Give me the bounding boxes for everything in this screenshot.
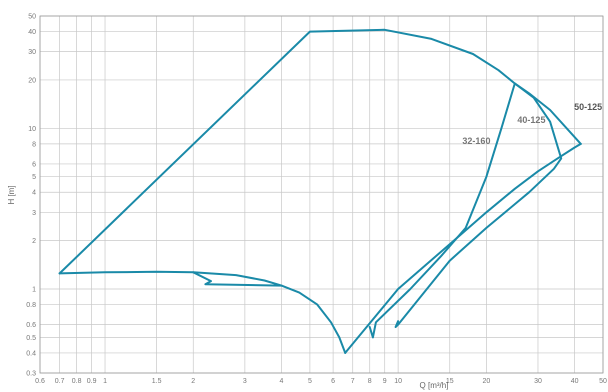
y-tick-label: 20	[28, 77, 36, 84]
x-tick-label: 1.5	[152, 378, 162, 385]
x-tick-label: 4	[280, 378, 284, 385]
y-tick-label: 40	[28, 29, 36, 36]
y-tick-label: 2	[32, 238, 36, 245]
curve-segment-3	[192, 271, 283, 287]
region-labels: 50-125 40-125 32-160	[462, 102, 602, 146]
y-tick-label: 10	[28, 126, 36, 133]
y-tick-label: 1	[32, 286, 36, 293]
y-tick-label: 3	[32, 210, 36, 217]
y-tick-label: 0.6	[26, 322, 36, 329]
region-label: 32-160	[462, 136, 490, 146]
y-tick-labels: 0.3 0.4 0.5 0.6 0.8 1 2 3 4 5 6 8 10 20 30 40 50	[26, 14, 36, 378]
region-label: 40-125	[517, 115, 545, 125]
x-tick-label: 3	[243, 378, 247, 385]
x-axis-title: Q [m³/h]	[420, 381, 449, 390]
x-tick-label: 8	[368, 378, 372, 385]
region-label: 50-125	[574, 102, 602, 112]
curve-segment-4	[344, 142, 582, 354]
x-tick-label: 6	[331, 378, 335, 385]
x-tick-label: 10	[394, 378, 402, 385]
x-tick-label: 0.7	[55, 378, 65, 385]
x-tick-label: 1	[103, 378, 107, 385]
y-tick-label: 30	[28, 49, 36, 56]
y-tick-label: 4	[32, 190, 36, 197]
x-tick-label: 0.9	[87, 378, 97, 385]
plot-frame	[39, 15, 604, 374]
x-tick-label: 30	[534, 378, 542, 385]
y-tick-label: 0.8	[26, 302, 36, 309]
series-lines	[58, 28, 582, 354]
y-tick-label: 5	[32, 174, 36, 181]
y-tick-label: 0.3	[26, 371, 36, 378]
curve-segment-1	[58, 270, 347, 354]
curve-segment-6	[368, 82, 516, 339]
x-tick-label: 7	[351, 378, 355, 385]
y-tick-label: 0.4	[26, 350, 36, 357]
x-tick-label: 50	[599, 378, 607, 385]
x-tick-label: 0.6	[35, 378, 45, 385]
x-tick-label: 5	[308, 378, 312, 385]
curve-segment-5	[394, 82, 563, 328]
curve-segment-2	[58, 28, 582, 275]
x-tick-label: 40	[571, 378, 579, 385]
x-tick-labels: 0.6 0.7 0.8 0.9 1 1.5 2 3 4 5 6 7 8 9 10 15 20 30 40 50	[35, 378, 607, 385]
y-tick-label: 8	[32, 141, 36, 148]
y-tick-label: 0.5	[26, 335, 36, 342]
x-tick-label: 15	[446, 378, 454, 385]
y-tick-label: 6	[32, 161, 36, 168]
x-tick-label: 20	[482, 378, 490, 385]
x-tick-label: 9	[383, 378, 387, 385]
y-tick-label: 50	[28, 14, 36, 21]
y-axis-title: H [m]	[7, 185, 16, 204]
x-tick-label: 2	[191, 378, 195, 385]
x-tick-label: 0.8	[72, 378, 82, 385]
